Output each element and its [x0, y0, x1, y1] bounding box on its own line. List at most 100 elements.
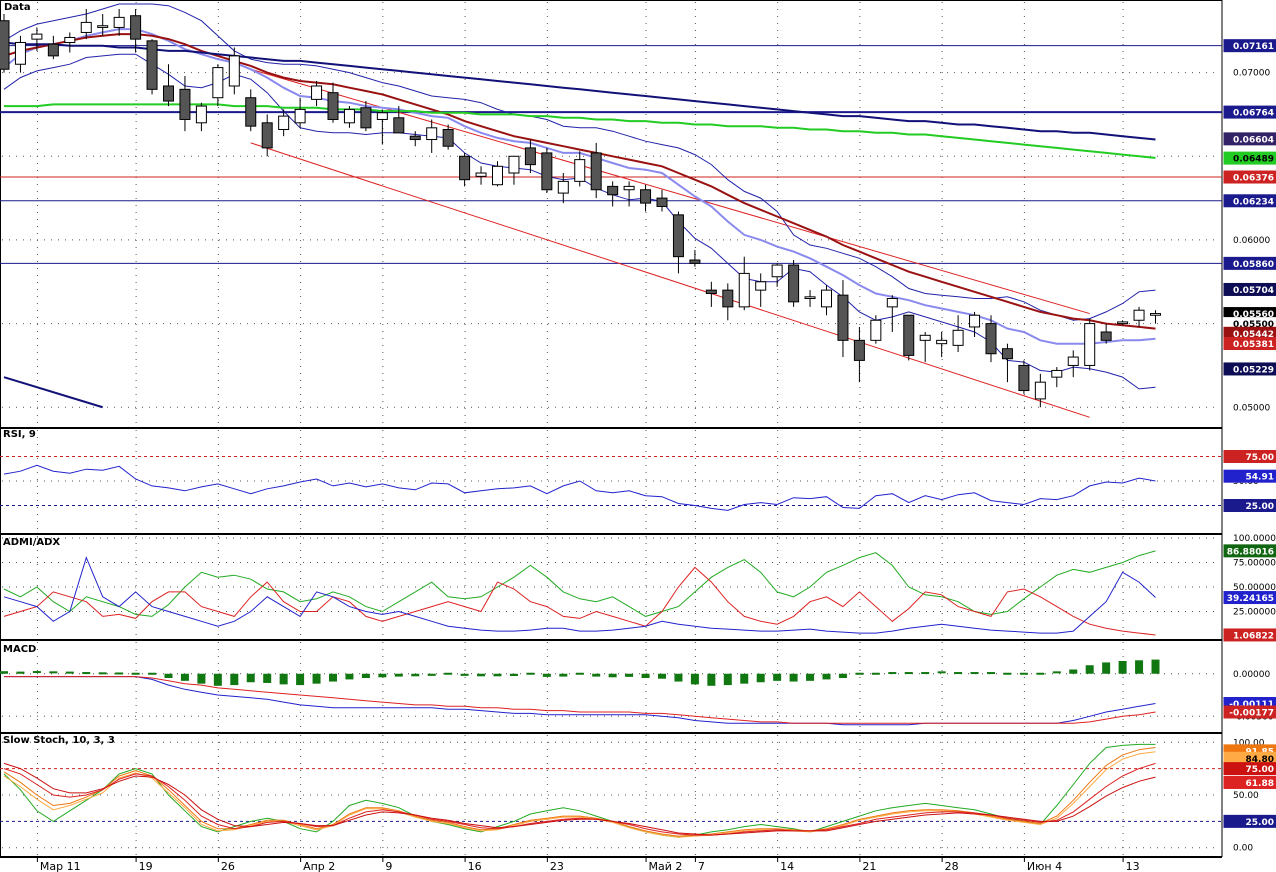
candle-body-33 [541, 152, 553, 191]
x-axis: Мар 11 19 26 Апр 2 9 16 23 Май 2 7 14 21 28 Июн 4 13 [36, 857, 1140, 872]
candle-body-18 [294, 108, 306, 124]
stoch-tag-label-4: 25.00 [1246, 818, 1274, 828]
adx-tag-0: 86.88016 [1223, 544, 1276, 558]
macd-bar-39 [641, 673, 650, 678]
adx-line-1 [3, 566, 1156, 636]
candle-34 [557, 173, 569, 204]
price-tag-bg-6 [1223, 256, 1276, 270]
adx-value-tags: 86.88016 39.24165 1.06822 [1223, 544, 1276, 642]
rsi-tag-label-0: 75.00 [1246, 453, 1274, 463]
candle-0 [0, 14, 10, 73]
candle-body-10 [163, 85, 174, 102]
price-tag-bg-3 [1223, 151, 1276, 165]
price-tag-12: 0.05229 [1223, 362, 1276, 376]
candle-body-9 [146, 40, 158, 90]
macd-bar-17 [279, 673, 288, 685]
macd-bar-58 [954, 672, 963, 675]
candle-8 [130, 9, 142, 53]
macd-bar-33 [542, 673, 551, 677]
price-tag-bg-12 [1223, 362, 1276, 376]
adx-line-0 [3, 550, 1156, 617]
macd-bar-69 [1135, 660, 1144, 674]
macd-bar-67 [1102, 662, 1111, 674]
price-panel-title: Data [4, 2, 31, 13]
macd-bar-20 [329, 673, 337, 682]
stoch-tag-label-3: 61.88 [1246, 779, 1274, 789]
price-tag-label-3: 0.06489 [1233, 155, 1274, 165]
candle-44 [722, 283, 734, 321]
stoch-tag-bg-4 [1223, 814, 1276, 828]
rsi-line-0 [3, 464, 1156, 511]
candle-53 [870, 315, 882, 344]
macd-frame [0, 640, 1223, 733]
candle-65 [1067, 350, 1079, 378]
macd-bar-56 [921, 672, 930, 675]
adx-panel[interactable]: 100.00000 75.00000 50.00000 25.00000 86.880… [3, 534, 1276, 642]
stoch-tag-label-2: 75.00 [1246, 765, 1274, 775]
candle-67 [1100, 323, 1112, 344]
macd-bar-37 [608, 673, 617, 678]
stoch-frame [0, 733, 1223, 857]
candle-4 [64, 32, 76, 53]
macd-bar-7 [115, 672, 124, 675]
price-candles[interactable] [0, 9, 1161, 408]
candle-63 [1034, 373, 1046, 408]
candle-body-17 [278, 115, 290, 130]
adx-ytick-2: 50.00000 [1233, 583, 1276, 593]
candle-body-29 [475, 172, 487, 177]
candle-body-26 [426, 127, 438, 141]
candle-body-65 [1067, 356, 1079, 366]
x-label-1: 19 [139, 860, 153, 872]
stoch-line-1 [3, 747, 1156, 837]
adx-line-2 [3, 556, 1156, 634]
candle-body-34 [557, 180, 569, 194]
price-tag-bg-4 [1223, 170, 1276, 184]
candle-50 [821, 285, 832, 316]
macd-bar-68 [1118, 661, 1127, 674]
candle-45 [738, 256, 750, 311]
candle-61 [1001, 343, 1013, 383]
candle-body-66 [1084, 323, 1096, 366]
candle-body-30 [492, 165, 503, 186]
candle-47 [771, 263, 783, 287]
candle-body-67 [1100, 331, 1112, 341]
rsi-panel-title: RSI, 9 [3, 429, 36, 440]
macd-bar-6 [98, 672, 107, 675]
macd-bar-38 [625, 673, 634, 677]
rsi-frame [0, 428, 1223, 534]
adx-lines [3, 550, 1156, 636]
candle-body-39 [640, 189, 652, 204]
price-tag-5: 0.06234 [1223, 194, 1276, 208]
price-tag-3: 0.06489 [1223, 151, 1276, 165]
x-label-13: 13 [1126, 860, 1140, 872]
price-tag-0: 0.07161 [1223, 39, 1276, 53]
macd-bar-42 [690, 673, 699, 685]
candle-body-28 [459, 155, 471, 181]
macd-panel[interactable]: 0.00000-0.00300 -0.00111-0.00177 MACD [0, 644, 1276, 726]
macd-line-1 [4, 676, 1156, 724]
candle-70 [1150, 310, 1161, 324]
macd-bar-48 [789, 673, 798, 682]
price-tag-bg-1 [1223, 105, 1276, 119]
price-tag-label-12: 0.05229 [1233, 365, 1274, 375]
candle-body-3 [47, 43, 59, 57]
candle-56 [919, 331, 931, 363]
candle-body-45 [738, 272, 750, 308]
price-horizontal-lines[interactable] [0, 45, 1222, 264]
rsi-tag-0: 75.00 [1223, 450, 1276, 463]
price-tag-label-2: 0.06604 [1233, 135, 1274, 145]
macd-bar-21 [345, 673, 354, 680]
candle-body-54 [886, 298, 898, 308]
price-trendlines[interactable] [3, 68, 1090, 418]
stoch-tag-label-1: 84.80 [1246, 755, 1274, 765]
price-tag-label-11: 0.05381 [1233, 340, 1274, 350]
candle-body-42 [689, 259, 701, 264]
candle-body-32 [524, 147, 536, 166]
macd-bar-55 [904, 672, 913, 675]
